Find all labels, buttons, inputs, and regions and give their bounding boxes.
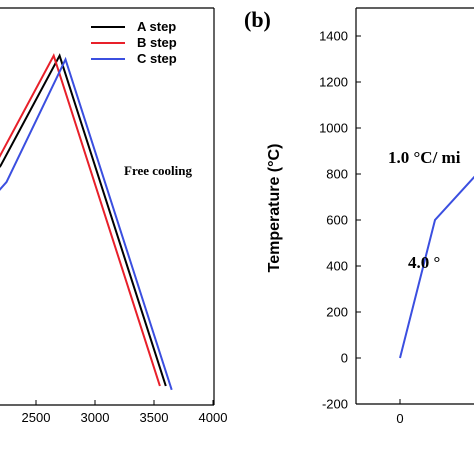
- panel-a-legend-label: A step: [137, 19, 176, 34]
- panel-b: (b) Temperature (°C) -200 0 200 400 600 800 10…: [244, 7, 474, 426]
- panel-a-series-line-2: [0, 53, 161, 387]
- panel-b-label: (b): [244, 7, 271, 32]
- panel-b-y-ticks: -200 0 200 400 600 800 1000 1200 1400: [319, 29, 361, 412]
- panel-b-y-tick-label: 1200: [319, 75, 348, 90]
- panel-a-legend-label: C step: [137, 51, 177, 66]
- panel-b-y-tick-label: 1400: [319, 29, 348, 44]
- panel-b-y-tick-label: 400: [326, 259, 348, 274]
- panel-b-y-tick-label: 600: [326, 213, 348, 228]
- panel-a-series: [0, 53, 173, 391]
- panel-b-y-tick-label: 200: [326, 305, 348, 320]
- panel-a-annotation-free-cooling: Free cooling: [124, 163, 192, 178]
- panel-b-y-tick-label: -200: [322, 397, 348, 412]
- panel-b-series-line-1: [399, 175, 474, 359]
- panel-a-axes: [0, 7, 215, 406]
- panel-a-x-tick-label: 3000: [81, 410, 110, 425]
- panel-a-x-tick-label: 4000: [199, 410, 228, 425]
- panel-b-annotation-rate-1: 1.0 °C/ mi: [388, 148, 461, 167]
- panel-b-x-tick-label: 0: [396, 411, 403, 426]
- panel-b-series: [399, 175, 474, 359]
- panel-b-y-tick-label: 800: [326, 167, 348, 182]
- panel-b-annotation-rate-2: 4.0 °: [408, 253, 440, 272]
- panel-a-x-tick-label: 3500: [140, 410, 169, 425]
- panel-a-x-ticks: 2500 3000 3500 4000: [22, 400, 228, 425]
- panel-b-ylabel: Temperature (°C): [266, 144, 283, 273]
- panel-b-x-ticks: 0: [396, 399, 404, 426]
- panel-b-y-tick-label: 1000: [319, 121, 348, 136]
- panel-b-y-tick-label: 0: [341, 351, 348, 366]
- panel-a-legend-label: B step: [137, 35, 177, 50]
- panel-a-series-line-3: [0, 56, 173, 391]
- panel-a-series-line-1: [0, 53, 167, 387]
- panel-a-x-tick-label: 2500: [22, 410, 51, 425]
